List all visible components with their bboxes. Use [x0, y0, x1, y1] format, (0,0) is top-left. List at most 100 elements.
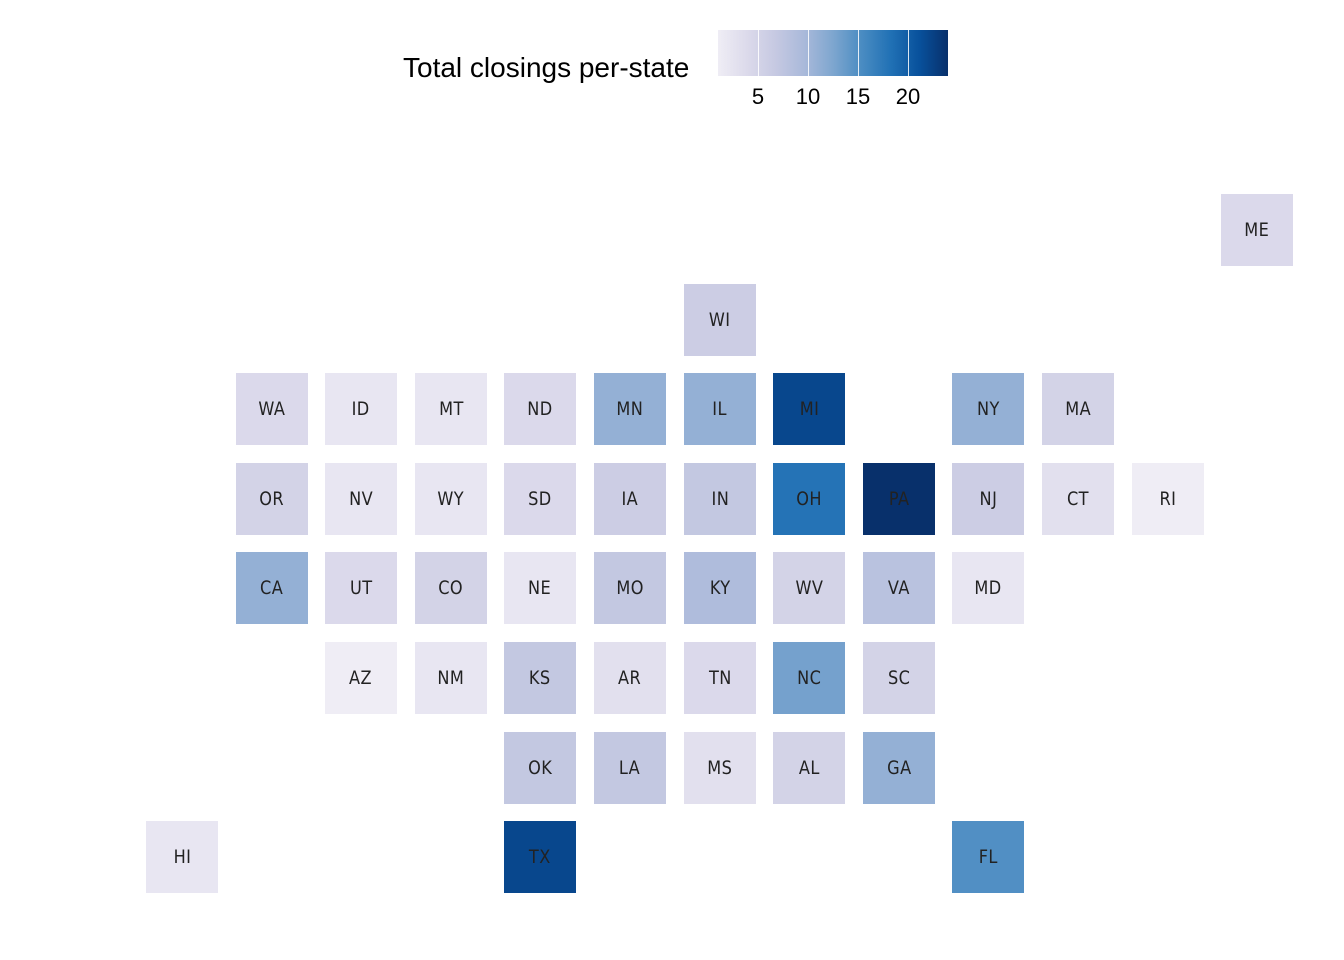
state-tile-wy: WY	[415, 463, 487, 535]
state-label: KS	[529, 667, 551, 689]
legend-tick-label: 5	[751, 84, 765, 109]
legend-title: Total closings per-state	[403, 52, 690, 83]
state-label: UT	[349, 577, 373, 599]
state-tile-tn: TN	[684, 642, 756, 714]
state-tile-or: OR	[236, 463, 308, 535]
state-label: OR	[259, 488, 285, 510]
state-tile-pa: PA	[863, 463, 935, 535]
legend-tick-label: 20	[895, 84, 921, 109]
state-label: VA	[888, 577, 910, 599]
state-tile-ga: GA	[863, 732, 935, 804]
state-label: NY	[976, 398, 1000, 420]
state-label: NM	[437, 667, 465, 689]
state-tile-ct: CT	[1042, 463, 1114, 535]
state-label: MD	[974, 577, 1002, 599]
state-label: CO	[438, 577, 464, 599]
state-tile-nj: NJ	[952, 463, 1024, 535]
state-tile-ny: NY	[952, 373, 1024, 445]
state-label: MT	[438, 398, 464, 420]
state-label: LA	[619, 757, 641, 779]
state-label: MA	[1065, 398, 1091, 420]
state-label: IA	[621, 488, 639, 510]
state-tile-oh: OH	[773, 463, 845, 535]
state-label: AR	[618, 667, 642, 689]
legend-tick-label: 15	[845, 84, 871, 109]
state-tile-ia: IA	[594, 463, 666, 535]
state-tile-md: MD	[952, 552, 1024, 624]
state-tile-la: LA	[594, 732, 666, 804]
state-tile-ma: MA	[1042, 373, 1114, 445]
state-label: WY	[437, 488, 465, 510]
state-tile-al: AL	[773, 732, 845, 804]
state-tile-nm: NM	[415, 642, 487, 714]
state-tile-mi: MI	[773, 373, 845, 445]
state-label: CA	[260, 577, 284, 599]
state-tile-wa: WA	[236, 373, 308, 445]
legend-colorbar	[718, 30, 948, 76]
state-label: NE	[528, 577, 552, 599]
state-label: MO	[616, 577, 644, 599]
state-tile-hi: HI	[146, 821, 218, 893]
state-tile-il: IL	[684, 373, 756, 445]
state-label: MN	[616, 398, 644, 420]
state-tile-nc: NC	[773, 642, 845, 714]
state-label: FL	[978, 846, 998, 868]
state-label: IN	[711, 488, 729, 510]
state-tile-ky: KY	[684, 552, 756, 624]
state-label: AZ	[349, 667, 373, 689]
state-tile-va: VA	[863, 552, 935, 624]
state-label: ND	[527, 398, 553, 420]
state-tile-wv: WV	[773, 552, 845, 624]
legend-tick-label: 10	[795, 84, 821, 109]
state-label: PA	[888, 488, 910, 510]
state-tile-ok: OK	[504, 732, 576, 804]
state-label: CT	[1067, 488, 1089, 510]
state-tile-mo: MO	[594, 552, 666, 624]
legend-tick	[858, 30, 859, 76]
state-label: GA	[886, 757, 912, 779]
state-tile-mn: MN	[594, 373, 666, 445]
state-label: IL	[712, 398, 728, 420]
state-label: ID	[351, 398, 371, 420]
state-tile-tx: TX	[504, 821, 576, 893]
state-tile-sc: SC	[863, 642, 935, 714]
state-tile-ut: UT	[325, 552, 397, 624]
state-label: WA	[258, 398, 286, 420]
state-label: RI	[1159, 488, 1177, 510]
state-label: SC	[887, 667, 911, 689]
state-label: WI	[709, 309, 731, 331]
state-tile-nd: ND	[504, 373, 576, 445]
state-tile-me: ME	[1221, 194, 1293, 266]
state-tile-fl: FL	[952, 821, 1024, 893]
state-label: NV	[349, 488, 373, 510]
legend-tick	[758, 30, 759, 76]
state-tile-id: ID	[325, 373, 397, 445]
state-tile-mt: MT	[415, 373, 487, 445]
state-tile-wi: WI	[684, 284, 756, 356]
state-label: MS	[707, 757, 733, 779]
state-tile-az: AZ	[325, 642, 397, 714]
state-label: ME	[1244, 219, 1270, 241]
state-tile-ne: NE	[504, 552, 576, 624]
state-tile-co: CO	[415, 552, 487, 624]
state-tile-ar: AR	[594, 642, 666, 714]
state-label: WV	[795, 577, 823, 599]
state-tile-ks: KS	[504, 642, 576, 714]
state-tile-ri: RI	[1132, 463, 1204, 535]
state-tile-ca: CA	[236, 552, 308, 624]
legend-tick	[908, 30, 909, 76]
state-label: TN	[708, 667, 732, 689]
state-label: MI	[799, 398, 819, 420]
state-label: TX	[529, 846, 551, 868]
state-label: NC	[796, 667, 822, 689]
state-label: OH	[796, 488, 822, 510]
state-label: OK	[527, 757, 553, 779]
legend-tick	[808, 30, 809, 76]
state-tile-nv: NV	[325, 463, 397, 535]
state-label: HI	[173, 846, 191, 868]
state-label: KY	[709, 577, 731, 599]
state-label: SD	[528, 488, 552, 510]
state-label: NJ	[979, 488, 997, 510]
state-label: AL	[798, 757, 820, 779]
